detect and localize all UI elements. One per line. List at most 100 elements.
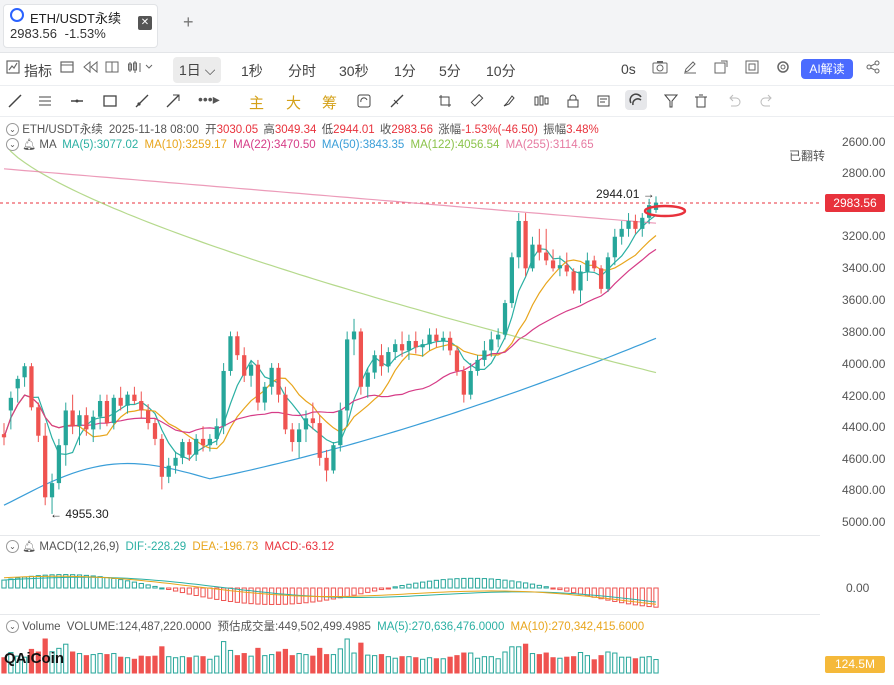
timeframe-10m[interactable]: 10分 xyxy=(486,63,516,79)
candle xyxy=(262,386,267,403)
trend-line-icon[interactable] xyxy=(8,94,22,111)
y-tick: 4200.00 xyxy=(842,389,886,403)
chart-type-icon[interactable] xyxy=(127,60,153,77)
volume-bar xyxy=(632,658,639,674)
macd-bar xyxy=(454,578,460,589)
candle xyxy=(139,400,144,411)
chip-label[interactable]: 筹 xyxy=(322,95,338,112)
measure-icon[interactable] xyxy=(390,94,404,111)
macd-bar xyxy=(15,577,21,589)
volume-bar xyxy=(536,654,542,674)
candle xyxy=(427,334,432,345)
timeframe-30s[interactable]: 30秒 xyxy=(339,63,369,79)
y-tick: 4800.00 xyxy=(842,483,886,497)
volume-bar xyxy=(289,655,295,674)
candle xyxy=(358,331,364,387)
macd-bar xyxy=(461,577,467,589)
volume-ma10: MA(10):270,342,415.6000 xyxy=(510,621,645,633)
volume-collapse-icon[interactable]: ⌄ xyxy=(6,620,19,634)
ruler-icon[interactable] xyxy=(470,93,484,111)
volume-bar xyxy=(440,658,446,674)
brush-icon[interactable] xyxy=(502,94,516,111)
candle xyxy=(187,442,192,455)
candle xyxy=(145,410,151,424)
volume-bar xyxy=(502,651,508,674)
candle xyxy=(502,303,508,335)
undo-icon[interactable] xyxy=(727,94,741,111)
macd-alert-icon[interactable]: 🔔︎ xyxy=(22,541,37,553)
hamburger-icon[interactable] xyxy=(38,94,52,111)
large-order-label[interactable]: 大 xyxy=(286,95,302,112)
highlight-ellipse xyxy=(643,204,687,218)
redo-icon[interactable] xyxy=(760,94,774,111)
trash-icon[interactable] xyxy=(694,94,708,111)
legend-collapse-icon[interactable]: ⌄ xyxy=(6,123,19,137)
macd-bar xyxy=(227,587,234,602)
indicator-icon[interactable] xyxy=(6,60,20,77)
main-force-label[interactable]: 主 xyxy=(249,95,265,112)
macd-bar xyxy=(172,587,179,592)
note-icon[interactable] xyxy=(597,94,611,111)
timeframe-1s[interactable]: 1秒 xyxy=(241,63,263,79)
drawing-toolbar: •••▸ 主 大 筹 xyxy=(0,86,894,117)
timeframe-time-sharing[interactable]: 分时 xyxy=(288,63,316,79)
ma-alert-icon[interactable]: 🔔︎ xyxy=(22,139,37,151)
popout-icon[interactable] xyxy=(714,60,728,77)
edit-icon[interactable] xyxy=(683,60,697,77)
y-tick: 2800.00 xyxy=(842,166,886,180)
share-icon[interactable] xyxy=(866,60,880,77)
candle xyxy=(578,271,583,291)
candle xyxy=(571,271,576,291)
lock-icon[interactable] xyxy=(566,94,580,111)
timeframe-1d-button[interactable]: 1日 ⌵ xyxy=(173,57,222,83)
compare-icon[interactable] xyxy=(105,60,119,77)
sync-icon[interactable] xyxy=(357,94,371,111)
candlestick-chart[interactable] xyxy=(0,150,820,535)
macd-bar xyxy=(406,583,412,589)
tab-price-line: 2983.56 -1.53% xyxy=(10,26,106,41)
volume-bar xyxy=(371,655,378,674)
macd-bar xyxy=(392,586,398,589)
candle xyxy=(640,217,645,229)
volume-bar xyxy=(591,659,597,674)
template-icon[interactable] xyxy=(60,60,74,77)
crop-icon[interactable] xyxy=(438,94,452,111)
add-tab-icon[interactable]: + xyxy=(183,12,194,32)
candle xyxy=(557,265,563,269)
macd-bar xyxy=(619,587,625,604)
tab-eth-usdt[interactable] xyxy=(3,4,158,48)
volume-bar xyxy=(619,656,625,674)
timeframe-5m[interactable]: 5分 xyxy=(439,63,461,79)
camera-icon[interactable] xyxy=(652,60,668,77)
volume-bar xyxy=(310,655,316,674)
replay-icon[interactable] xyxy=(82,60,98,77)
volume-bar xyxy=(303,654,309,674)
ai-analysis-button[interactable]: AI解读 xyxy=(801,59,853,79)
horizontal-line-icon[interactable] xyxy=(70,94,84,111)
ray-icon[interactable] xyxy=(135,94,149,111)
timeframe-1m[interactable]: 1分 xyxy=(394,63,416,79)
candle xyxy=(8,397,13,411)
candle xyxy=(180,442,185,458)
settings-icon[interactable] xyxy=(776,60,790,77)
candle-visibility-icon[interactable] xyxy=(533,94,549,111)
candle xyxy=(70,410,75,427)
volume-value: VOLUME:124,487,220.0000 xyxy=(66,621,212,633)
legend-amp: 3.48% xyxy=(566,124,599,136)
magnet-icon[interactable] xyxy=(625,90,647,110)
layout-icon[interactable] xyxy=(745,60,759,77)
volume-bar xyxy=(625,656,632,674)
indicators-button[interactable]: 指标 xyxy=(24,63,52,79)
macd-collapse-icon[interactable]: ⌄ xyxy=(6,540,19,554)
candle xyxy=(310,418,315,424)
macd-bar xyxy=(598,587,604,600)
volume-bar xyxy=(516,646,522,674)
macd-bar xyxy=(255,587,261,605)
arrow-line-icon[interactable] xyxy=(166,94,180,111)
rectangle-icon[interactable] xyxy=(103,94,117,111)
tab-close-icon[interactable]: ✕ xyxy=(138,16,152,30)
more-tools-icon[interactable]: •••▸ xyxy=(198,91,220,107)
ma-line-50 xyxy=(3,337,657,506)
filter-icon[interactable] xyxy=(663,94,679,111)
macd-bar xyxy=(365,587,371,593)
